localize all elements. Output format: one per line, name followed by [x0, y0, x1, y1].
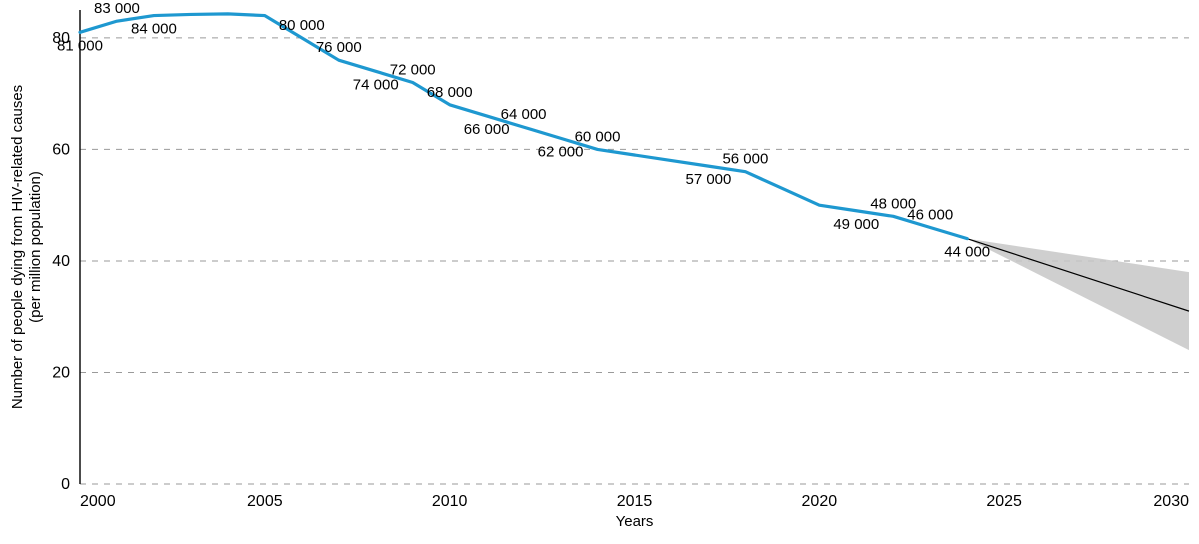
y-axis-label-line1: Number of people dying from HIV-related …	[9, 85, 26, 409]
hiv-deaths-trend-chart: 020406080200020052010201520202025203081 …	[0, 0, 1199, 544]
data-point-label: 84 000	[131, 21, 177, 38]
data-point-label: 72 000	[390, 61, 436, 78]
chart-svg: 020406080200020052010201520202025203081 …	[0, 0, 1199, 544]
data-point-label: 68 000	[427, 84, 473, 101]
x-tick-label: 2020	[802, 493, 838, 510]
x-tick-label: 2025	[986, 493, 1022, 510]
y-tick-label: 60	[52, 141, 70, 158]
data-point-label: 74 000	[353, 76, 399, 93]
y-tick-label: 20	[52, 364, 70, 381]
x-tick-label: 2000	[80, 493, 116, 510]
data-point-label: 56 000	[722, 151, 768, 168]
data-point-label: 44 000	[944, 244, 990, 261]
x-tick-label: 2030	[1153, 493, 1189, 510]
data-point-label: 57 000	[685, 171, 731, 188]
data-point-label: 80 000	[279, 17, 325, 34]
x-tick-label: 2005	[247, 493, 283, 510]
data-point-label: 76 000	[316, 39, 362, 56]
data-point-label: 64 000	[501, 106, 547, 123]
x-tick-label: 2015	[617, 493, 653, 510]
y-axis-label-line2: (per million population)	[27, 171, 44, 323]
data-point-label: 66 000	[464, 121, 510, 138]
data-point-label: 81 000	[57, 37, 103, 54]
data-point-label: 49 000	[833, 216, 879, 233]
projection-band	[967, 239, 1189, 351]
y-tick-label: 40	[52, 253, 70, 270]
data-point-label: 60 000	[575, 128, 621, 145]
y-tick-label: 0	[61, 476, 70, 493]
data-point-label: 46 000	[907, 206, 953, 223]
actual-series-line	[80, 14, 967, 239]
data-point-label: 83 000	[94, 0, 140, 17]
x-axis-label: Years	[616, 513, 654, 530]
x-tick-label: 2010	[432, 493, 468, 510]
data-point-label: 62 000	[538, 143, 584, 160]
